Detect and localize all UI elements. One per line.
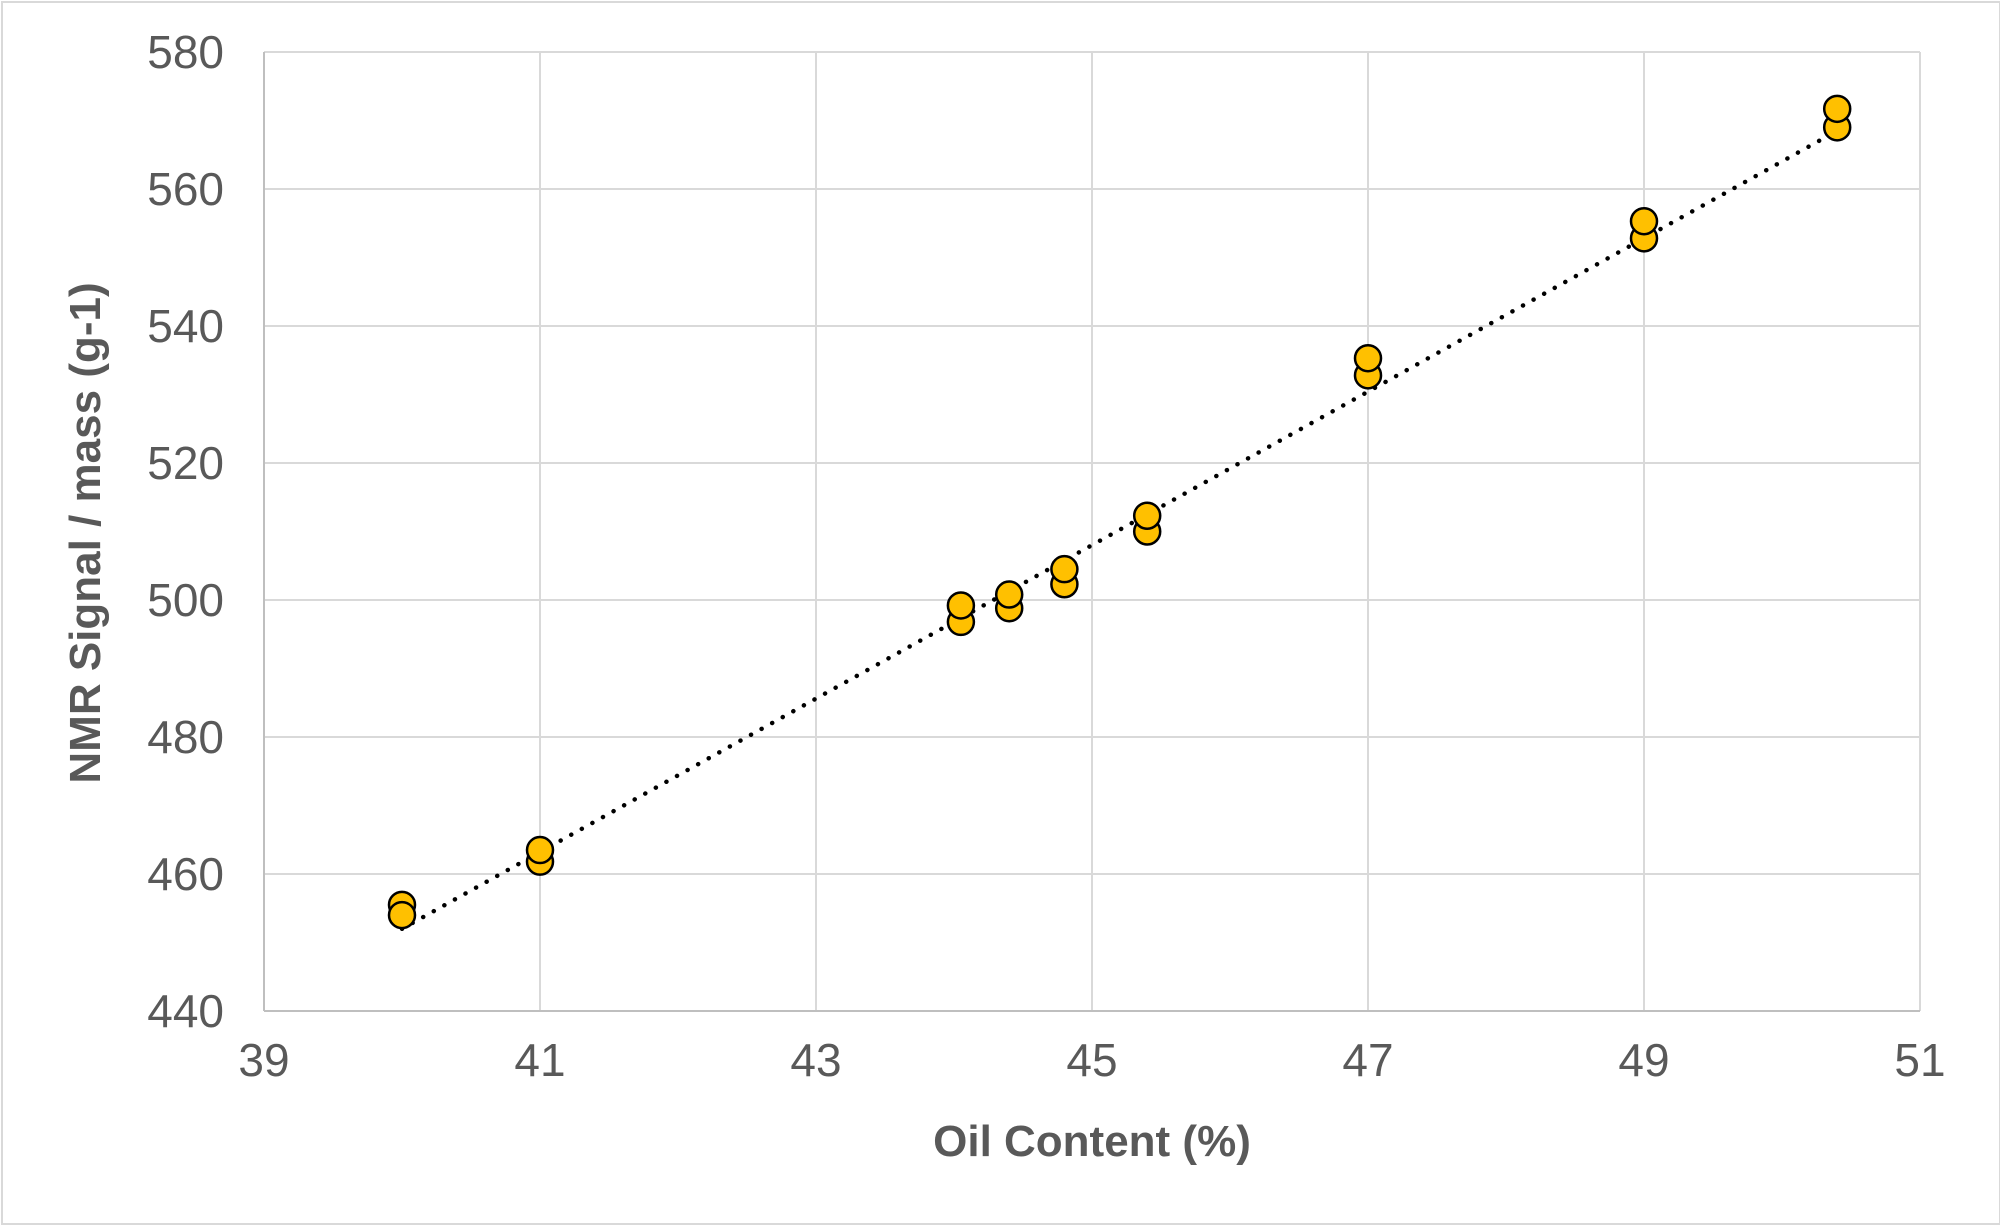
x-tick-labels: 39 41 43 45 47 49 51 — [238, 1034, 1945, 1086]
axes — [263, 52, 1920, 1012]
y-tick-label: 440 — [147, 985, 224, 1037]
data-point — [1353, 343, 1383, 373]
data-point — [1822, 94, 1852, 124]
y-tick-label: 480 — [147, 711, 224, 763]
data-points — [387, 94, 1852, 930]
x-tick-label: 51 — [1894, 1034, 1945, 1086]
y-axis-title: NMR Signal / mass (g-1) — [61, 282, 110, 783]
data-point — [1132, 501, 1162, 530]
y-tick-label: 520 — [147, 437, 224, 489]
y-tick-label: 540 — [147, 300, 224, 352]
data-point — [525, 835, 555, 865]
gridlines — [264, 51, 1921, 1011]
x-tick-label: 43 — [790, 1034, 841, 1086]
data-point — [1629, 206, 1659, 236]
x-tick-label: 45 — [1066, 1034, 1117, 1086]
y-tick-label: 560 — [147, 163, 224, 215]
x-tick-label: 41 — [514, 1034, 565, 1086]
data-point — [387, 900, 417, 930]
y-tick-label: 460 — [147, 848, 224, 900]
x-tick-label: 39 — [238, 1034, 289, 1086]
y-tick-label: 500 — [147, 574, 224, 626]
x-axis-title: Oil Content (%) — [933, 1117, 1251, 1166]
data-point — [1050, 554, 1079, 584]
trendline — [399, 128, 1840, 932]
y-tick-labels: 440 460 480 500 520 540 560 580 — [147, 26, 224, 1037]
x-tick-label: 49 — [1618, 1034, 1669, 1086]
y-tick-label: 580 — [147, 26, 224, 78]
data-point — [946, 591, 976, 620]
trendline-layer — [399, 128, 1840, 932]
data-point — [994, 580, 1024, 609]
x-tick-label: 47 — [1342, 1034, 1393, 1086]
